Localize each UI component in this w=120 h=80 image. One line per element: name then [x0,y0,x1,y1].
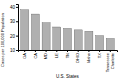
bar [96,36,104,50]
bar [53,27,61,50]
tick: TN [65,50,70,58]
tick-label-line: TN [65,53,70,58]
tick-mark [24,50,25,52]
tick-mark [88,50,89,52]
tick-mark [46,50,47,52]
tick: LE [54,50,59,58]
tick-mark [16,36,18,37]
tick: Idaho [86,50,91,63]
tick: GA [22,50,27,59]
tick-label-line: TX [97,53,102,58]
tick-label-line: MD [43,53,48,59]
tick-label-line: LE [54,53,59,58]
tick-label: CA [33,53,38,59]
tick-label: Idaho [86,52,91,63]
bar [42,23,50,50]
tick: TX [97,50,102,58]
bar [74,30,82,50]
bar [106,39,114,51]
tick: 30 [10,19,18,24]
tick: 20 [10,34,18,39]
tick-mark [35,50,36,52]
tick: 10 [10,48,18,53]
bars [21,10,115,50]
tick-mark [16,7,18,8]
tick-mark [67,50,68,52]
tick-mark [78,50,79,52]
tick-label: 30 [10,19,16,24]
bar [21,10,29,50]
bar [31,14,39,50]
tick: CA [33,50,38,59]
bar [85,31,93,50]
tick-label: LE [54,53,59,58]
x-axis: GA CA MD LE TN OHIO Idaho TXTennesseeCharlotte [19,50,118,72]
bar [63,28,71,50]
y-axis: 10 20 30 40 [10,5,19,53]
tick-label: 20 [10,34,16,39]
tick-label: 10 [10,48,16,53]
tick-mark [16,21,18,22]
tick-label-line: Idaho [86,52,91,63]
tick-mark [56,50,57,52]
tick-label: MD [43,53,48,59]
axis-line [16,5,19,51]
axis-line [19,51,118,53]
tick-label-line: CA [33,53,38,59]
tick-mark [16,50,18,51]
x-axis-title: U.S. States [56,74,80,79]
tick-label: GA [22,53,27,59]
tick-label: TN [65,53,70,58]
y-axis-title: Cases per 100,000 Population [0,13,5,67]
tick-label-line: GA [22,53,27,59]
tick: MD [43,50,48,59]
tick-label-line: OHIO [75,53,80,63]
tick-label: OHIO [75,53,80,63]
tick-label-line: Charlotte [110,52,115,69]
tick: TennesseeCharlotte [105,50,114,72]
tick-label: 40 [10,5,16,10]
chart: GA CA MD LE TN OHIO Idaho TXTennesseeCharlotte 1… [0,0,120,80]
tick: OHIO [75,50,80,63]
plot: GA CA MD LE TN OHIO Idaho TXTennesseeCharlotte 1… [10,5,118,73]
tick-label: TX [97,53,102,58]
tick-mark [110,50,111,52]
tick-mark [99,50,100,52]
tick-label: TennesseeCharlotte [105,52,114,72]
tick: 40 [10,5,18,10]
